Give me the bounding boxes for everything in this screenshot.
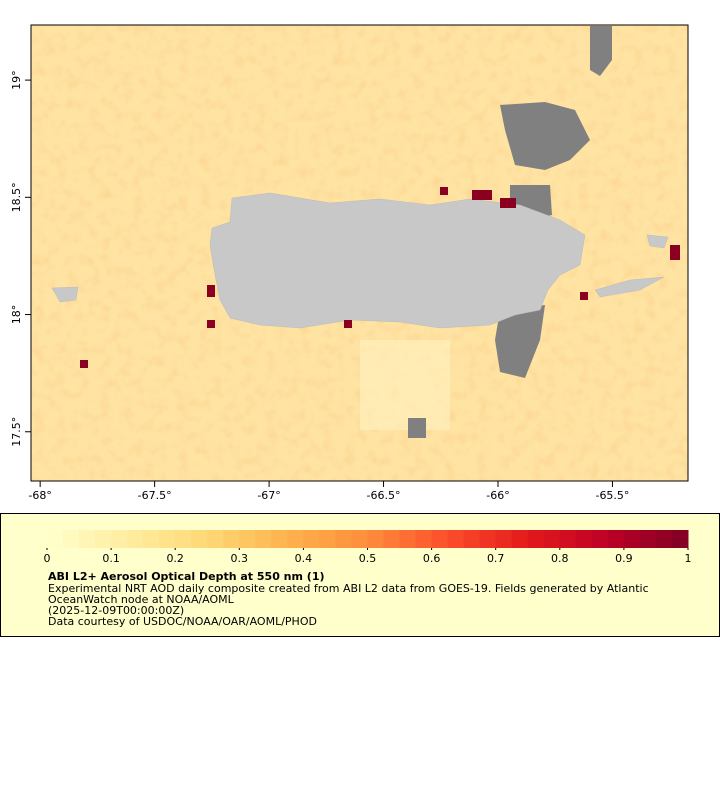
legend-text: Experimental NRT AOD daily composite cre…	[48, 582, 649, 595]
colorbar-step	[223, 530, 240, 548]
colorbar-tick-label: 0.5	[359, 552, 377, 565]
colorbar-step	[47, 530, 64, 548]
colorbar-step	[495, 530, 513, 548]
y-tick-label: 17.5°	[10, 417, 23, 447]
legend-text: Data courtesy of USDOC/NOAA/OAR/AOML/PHO…	[48, 615, 317, 628]
aod-field	[31, 25, 688, 481]
colorbar-step	[575, 530, 593, 548]
colorbar-step	[543, 530, 561, 548]
colorbar-step	[335, 530, 352, 548]
colorbar-step	[287, 530, 304, 548]
colorbar-step	[127, 530, 144, 548]
colorbar-step	[447, 530, 465, 548]
land	[51, 192, 669, 329]
high-aod-pixels	[80, 187, 680, 368]
colorbar-step	[383, 530, 401, 548]
colorbar-step	[159, 530, 176, 548]
colorbar-step	[207, 530, 224, 548]
colorbar-step	[655, 530, 673, 548]
colorbar-step	[79, 530, 96, 548]
x-tick-label: -67°	[257, 489, 280, 502]
colorbar-step	[591, 530, 609, 548]
x-tick-label: -67.5°	[138, 489, 172, 502]
colorbar-step	[623, 530, 641, 548]
colorbar-step	[367, 530, 385, 548]
y-tick-label: 18.5°	[10, 182, 23, 212]
legend-text: (2025-12-09T00:00:00Z)	[48, 604, 184, 617]
colorbar-step	[191, 530, 208, 548]
colorbar-step	[271, 530, 288, 548]
colorbar-step	[175, 530, 192, 548]
colorbar-step	[607, 530, 625, 548]
colorbar-tick-label: 0.3	[231, 552, 249, 565]
colorbar-step	[415, 530, 433, 548]
colorbar-tick-label: 0.4	[295, 552, 313, 565]
x-tick-label: -66.5°	[367, 489, 401, 502]
colorbar-step	[351, 530, 368, 548]
colorbar-step	[639, 530, 657, 548]
colorbar-step	[239, 530, 256, 548]
legend-text: OceanWatch node at NOAA/AOML	[48, 593, 235, 606]
colorbar-tick-label: 0.1	[102, 552, 120, 565]
colorbar-step	[527, 530, 545, 548]
legend-title: ABI L2+ Aerosol Optical Depth at 550 nm …	[48, 570, 325, 583]
x-tick-label: -68°	[28, 489, 51, 502]
x-tick-label: -66°	[486, 489, 509, 502]
plot-frame	[30, 24, 689, 482]
y-tick-label: 19°	[10, 70, 23, 90]
colorbar-tick-label: 0.2	[166, 552, 184, 565]
colorbar-tick-label: 0.9	[615, 552, 633, 565]
no-data-area	[408, 26, 612, 438]
x-tick-label: -65.5°	[595, 489, 629, 502]
y-tick-label: 18°	[10, 305, 23, 325]
colorbar-tick-label: 0.8	[551, 552, 569, 565]
colorbar-step	[303, 530, 320, 548]
colorbar-step	[399, 530, 417, 548]
colorbar-step	[463, 530, 481, 548]
colorbar-step	[559, 530, 577, 548]
colorbar-tick-label: 0.7	[487, 552, 505, 565]
colorbar-step	[671, 530, 689, 548]
colorbar-tick-label: 1	[685, 552, 692, 565]
colorbar-step	[511, 530, 529, 548]
colorbar-step	[319, 530, 336, 548]
colorbar-tick-label: 0	[44, 552, 51, 565]
colorbar-step	[431, 530, 449, 548]
colorbar-step	[143, 530, 160, 548]
colorbar-step	[479, 530, 497, 548]
colorbar-tick-label: 0.6	[423, 552, 441, 565]
colorbar-step	[111, 530, 128, 548]
colorbar-step	[255, 530, 272, 548]
colorbar-step	[63, 530, 80, 548]
colorbar-step	[95, 530, 112, 548]
